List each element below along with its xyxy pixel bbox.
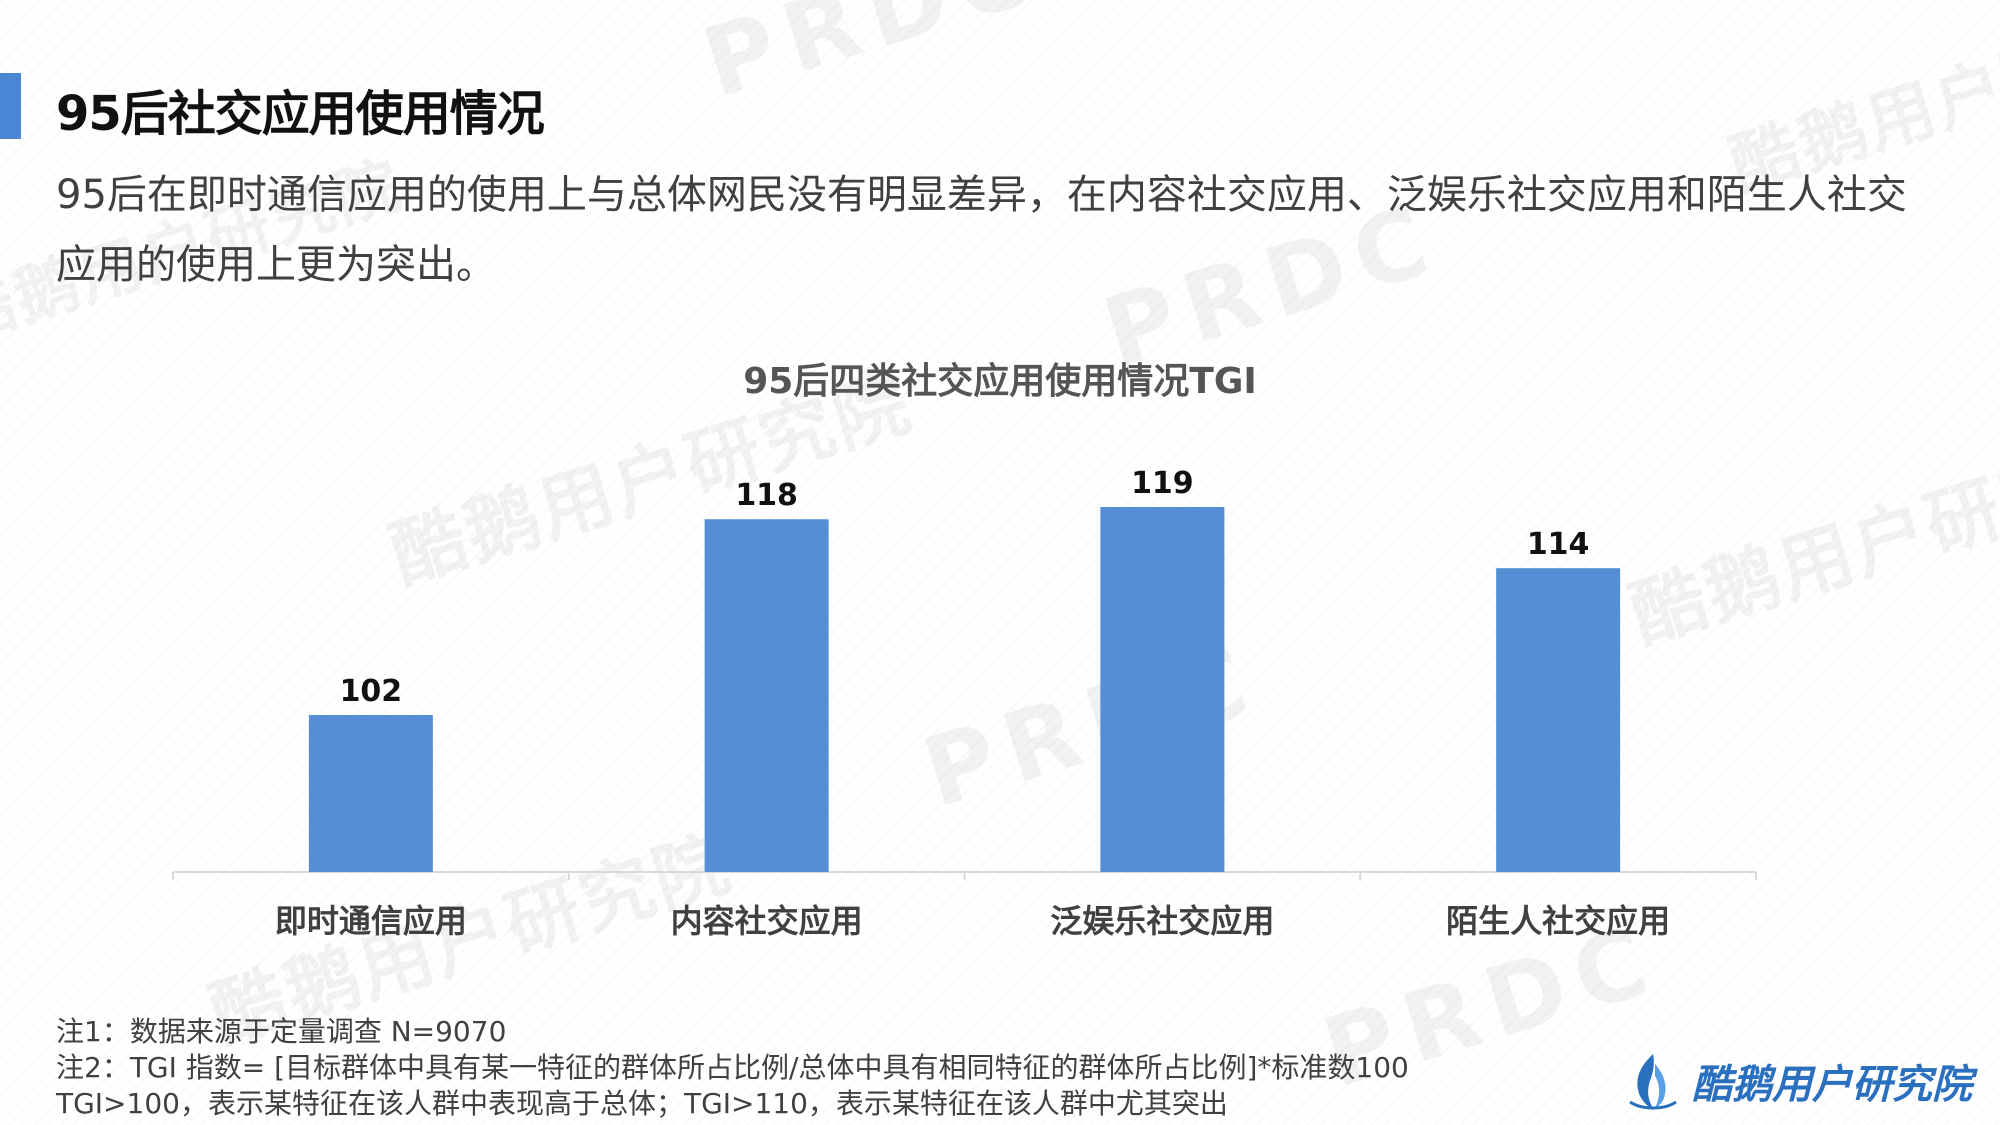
data-label: 118 <box>735 478 798 513</box>
chart-title: 95后四类社交应用使用情况TGI <box>743 361 1257 402</box>
category-label: 陌生人社交应用 <box>1446 902 1670 940</box>
data-label: 119 <box>1131 466 1194 501</box>
category-label: 即时通信应用 <box>275 902 467 940</box>
category-label: 泛娱乐社交应用 <box>1050 902 1274 940</box>
category-label: 内容社交应用 <box>671 902 863 940</box>
bar <box>1496 568 1621 872</box>
title-accent-bar <box>0 73 21 139</box>
brand-logo: 酷鹅用户研究院 <box>1622 1050 1972 1112</box>
page-subtitle: 95后在即时通信应用的使用上与总体网民没有明显差异，在内容社交应用、泛娱乐社交应… <box>56 172 1907 288</box>
penguin-flame-logo-icon <box>1629 1054 1677 1110</box>
data-label: 114 <box>1527 527 1590 562</box>
footnote-2: 注2：TGI 指数= [目标群体中具有某一特征的群体所占比例/总体中具有相同特征… <box>56 1051 1409 1084</box>
brand-name: 酷鹅用户研究院 <box>1692 1062 1972 1108</box>
page-title: 95后社交应用使用情况 <box>56 86 545 142</box>
bar <box>1100 507 1225 872</box>
footnote-1: 注1：数据来源于定量调查 N=9070 <box>56 1015 507 1048</box>
footnote-3: TGI>100，表示某特征在该人群中表现高于总体；TGI>110，表示某特征在该… <box>56 1087 1228 1120</box>
data-label: 102 <box>340 674 403 709</box>
bar <box>308 715 433 872</box>
bar <box>704 519 829 872</box>
